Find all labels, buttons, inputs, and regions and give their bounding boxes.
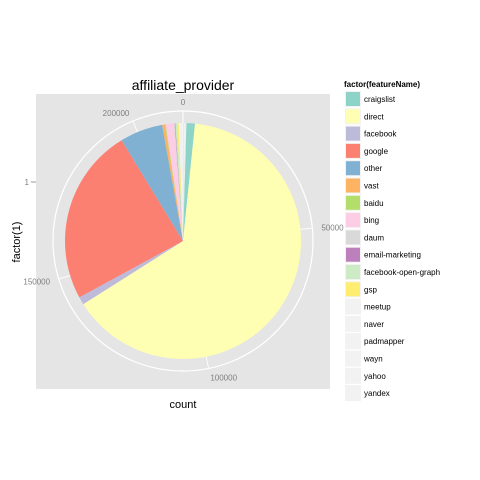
legend-swatch-bing — [346, 213, 360, 228]
legend-label-gsp: gsp — [364, 285, 377, 294]
chart-title: affiliate_provider — [132, 77, 235, 93]
legend-title: factor(featureName) — [344, 80, 420, 89]
pie-slice-facebook — [79, 241, 183, 305]
y-axis-title: factor(1) — [11, 222, 23, 263]
y-tick-label: 1 — [25, 178, 30, 187]
pie-slice-padmapper — [181, 123, 184, 241]
pie-slice-yahoo — [183, 123, 186, 241]
legend-label-craigslist: craigslist — [364, 95, 396, 104]
legend-swatch-padmapper — [346, 334, 360, 349]
legend-label-facebook-open-graph: facebook-open-graph — [364, 268, 440, 277]
legend-swatch-naver — [346, 316, 360, 331]
pie-slice-daum — [173, 123, 183, 241]
legend-label-yandex: yandex — [364, 389, 390, 398]
legend-label-email-marketing: email-marketing — [364, 251, 421, 260]
legend-swatch-wayn — [346, 351, 360, 366]
radial-tick-label: 0 — [181, 98, 186, 107]
pie-slice-vast — [162, 124, 183, 241]
legend-swatch-yahoo — [346, 368, 360, 383]
radial-tick-labels: 0 50000 100000 150000 200000 — [23, 98, 344, 382]
pie-slice-wayn — [183, 123, 185, 241]
pie-slice-baidu — [164, 124, 183, 241]
legend-label-vast: vast — [364, 182, 379, 191]
legend-label-daum: daum — [364, 233, 384, 242]
legend-swatch-facebook-open-graph — [346, 265, 360, 279]
radial-tick-label: 200000 — [103, 109, 130, 118]
pie-slice-google — [65, 140, 183, 298]
pie-slices — [65, 123, 301, 359]
pie-slice-craigslist — [183, 123, 196, 241]
legend-swatch-other — [346, 161, 360, 176]
legend-swatch-google — [346, 143, 360, 158]
legend-swatch-craigslist — [346, 92, 360, 106]
legend-label-meetup: meetup — [364, 303, 391, 312]
pie-slice-meetup — [178, 123, 183, 241]
legend-label-direct: direct — [364, 112, 384, 121]
pie-slice-other — [121, 124, 183, 241]
legend-label-bing: bing — [364, 216, 379, 225]
legend-swatch-vast — [346, 178, 360, 193]
legend-swatch-direct — [346, 109, 360, 124]
legend-label-other: other — [364, 164, 383, 173]
legend: factor(featureName) craigslist direct face… — [344, 80, 440, 402]
radial-tick-label: 100000 — [210, 373, 237, 382]
legend-swatch-yandex — [346, 386, 360, 401]
legend-label-wayn: wayn — [363, 355, 383, 364]
legend-swatch-email-marketing — [346, 247, 360, 262]
legend-label-baidu: baidu — [364, 199, 384, 208]
legend-swatch-meetup — [346, 299, 360, 314]
pie-slice-gsp — [177, 123, 183, 241]
legend-label-facebook: facebook — [364, 130, 397, 139]
legend-label-naver: naver — [364, 320, 384, 329]
pie-slice-facebook-open-graph — [175, 123, 183, 241]
legend-swatch-facebook — [346, 126, 360, 141]
pie-slice-email-marketing — [174, 123, 183, 241]
pie-slice-naver — [179, 123, 183, 241]
legend-label-padmapper: padmapper — [364, 337, 405, 346]
legend-swatch-gsp — [346, 282, 360, 297]
pie-slice-yandex — [183, 123, 187, 241]
legend-label-google: google — [364, 147, 389, 156]
legend-swatch-baidu — [346, 195, 360, 210]
radial-tick-label: 150000 — [23, 278, 50, 287]
pie-slice-direct — [83, 123, 301, 359]
radial-tick-label: 50000 — [321, 223, 344, 232]
legend-swatch-daum — [346, 230, 360, 245]
pie-slice-bing — [165, 123, 183, 241]
x-axis-title: count — [170, 399, 197, 411]
legend-label-yahoo: yahoo — [364, 372, 386, 381]
